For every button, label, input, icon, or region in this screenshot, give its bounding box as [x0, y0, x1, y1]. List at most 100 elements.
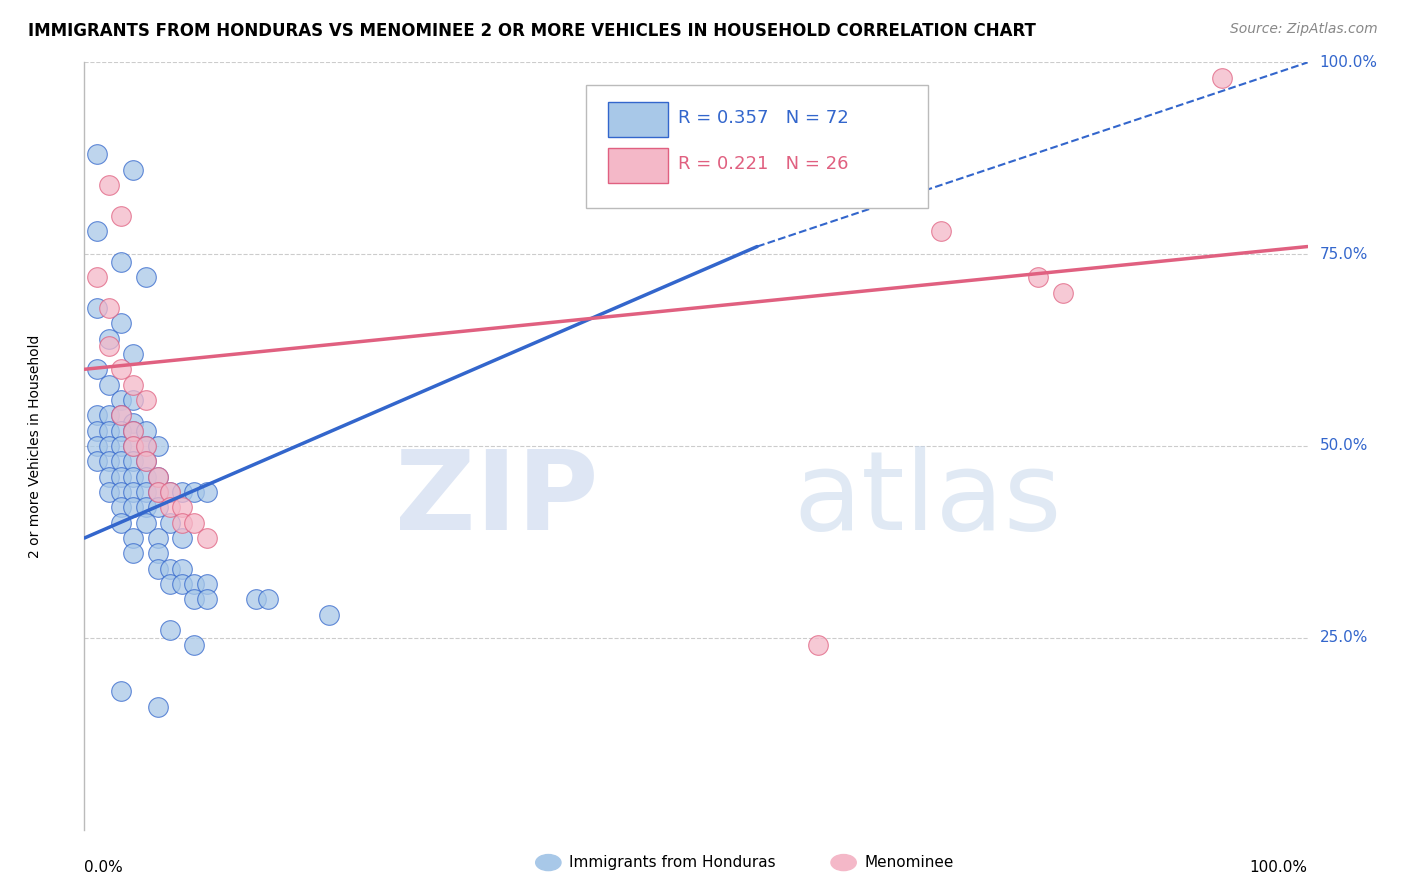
Point	[97, 469, 120, 483]
Point	[159, 500, 181, 515]
FancyBboxPatch shape	[607, 102, 668, 136]
Point	[110, 485, 132, 500]
Point	[159, 516, 181, 530]
Text: 25.0%: 25.0%	[1320, 631, 1368, 645]
Point	[135, 485, 157, 500]
Point	[97, 439, 120, 453]
Point	[146, 562, 169, 576]
Point	[195, 577, 218, 591]
Point	[110, 209, 132, 223]
Text: Source: ZipAtlas.com: Source: ZipAtlas.com	[1230, 22, 1378, 37]
Text: 75.0%: 75.0%	[1320, 247, 1368, 261]
Point	[97, 424, 120, 438]
Point	[146, 531, 169, 545]
Text: R = 0.221   N = 26: R = 0.221 N = 26	[678, 154, 848, 173]
Point	[146, 469, 169, 483]
Text: 0.0%: 0.0%	[84, 860, 124, 875]
Point	[110, 362, 132, 376]
Text: Immigrants from Honduras: Immigrants from Honduras	[569, 855, 776, 870]
Point	[110, 469, 132, 483]
Point	[86, 224, 108, 238]
Point	[122, 454, 145, 468]
Point	[122, 469, 145, 483]
Point	[1052, 285, 1074, 300]
Point	[110, 255, 132, 269]
Point	[172, 500, 194, 515]
Point	[122, 424, 145, 438]
Text: 2 or more Vehicles in Household: 2 or more Vehicles in Household	[28, 334, 42, 558]
Point	[110, 516, 132, 530]
Point	[122, 546, 145, 560]
Point	[1028, 270, 1050, 285]
Point	[86, 270, 108, 285]
Point	[245, 592, 267, 607]
Point	[159, 577, 181, 591]
Point	[97, 454, 120, 468]
Point	[110, 392, 132, 407]
Point	[135, 500, 157, 515]
Text: ZIP: ZIP	[395, 446, 598, 553]
Text: R = 0.357   N = 72: R = 0.357 N = 72	[678, 110, 848, 128]
Point	[86, 439, 108, 453]
Point	[97, 301, 120, 315]
Point	[172, 516, 194, 530]
Point	[122, 377, 145, 392]
Point	[86, 301, 108, 315]
Point	[146, 439, 169, 453]
FancyBboxPatch shape	[607, 147, 668, 183]
Point	[146, 485, 169, 500]
Point	[172, 485, 194, 500]
Point	[86, 409, 108, 423]
Point	[97, 332, 120, 346]
Point	[122, 531, 145, 545]
Point	[97, 485, 120, 500]
Point	[146, 699, 169, 714]
Point	[122, 500, 145, 515]
Point	[110, 409, 132, 423]
Point	[195, 485, 218, 500]
Point	[135, 439, 157, 453]
Point	[183, 485, 205, 500]
Point	[172, 577, 194, 591]
Point	[122, 439, 145, 453]
Point	[97, 339, 120, 353]
Point	[110, 424, 132, 438]
Point	[135, 392, 157, 407]
Point	[183, 516, 205, 530]
Text: atlas: atlas	[794, 446, 1063, 553]
Point	[929, 224, 952, 238]
Point	[86, 362, 108, 376]
Point	[86, 424, 108, 438]
Point	[159, 485, 181, 500]
Point	[86, 147, 108, 161]
Point	[183, 577, 205, 591]
Point	[159, 485, 181, 500]
Point	[172, 562, 194, 576]
Point	[110, 409, 132, 423]
Point	[159, 562, 181, 576]
Point	[135, 270, 157, 285]
Point	[135, 469, 157, 483]
Point	[97, 409, 120, 423]
Point	[146, 485, 169, 500]
Point	[122, 416, 145, 430]
Point	[86, 454, 108, 468]
Point	[122, 424, 145, 438]
Point	[122, 439, 145, 453]
Point	[195, 531, 218, 545]
Point	[122, 485, 145, 500]
Point	[135, 516, 157, 530]
Point	[135, 454, 157, 468]
Point	[135, 424, 157, 438]
Point	[318, 607, 340, 622]
Text: Menominee: Menominee	[865, 855, 955, 870]
Text: 100.0%: 100.0%	[1320, 55, 1378, 70]
Text: 100.0%: 100.0%	[1250, 860, 1308, 875]
Point	[122, 347, 145, 361]
Point	[807, 639, 830, 653]
Point	[146, 469, 169, 483]
Point	[110, 500, 132, 515]
Point	[146, 500, 169, 515]
Text: 50.0%: 50.0%	[1320, 439, 1368, 453]
Point	[257, 592, 280, 607]
